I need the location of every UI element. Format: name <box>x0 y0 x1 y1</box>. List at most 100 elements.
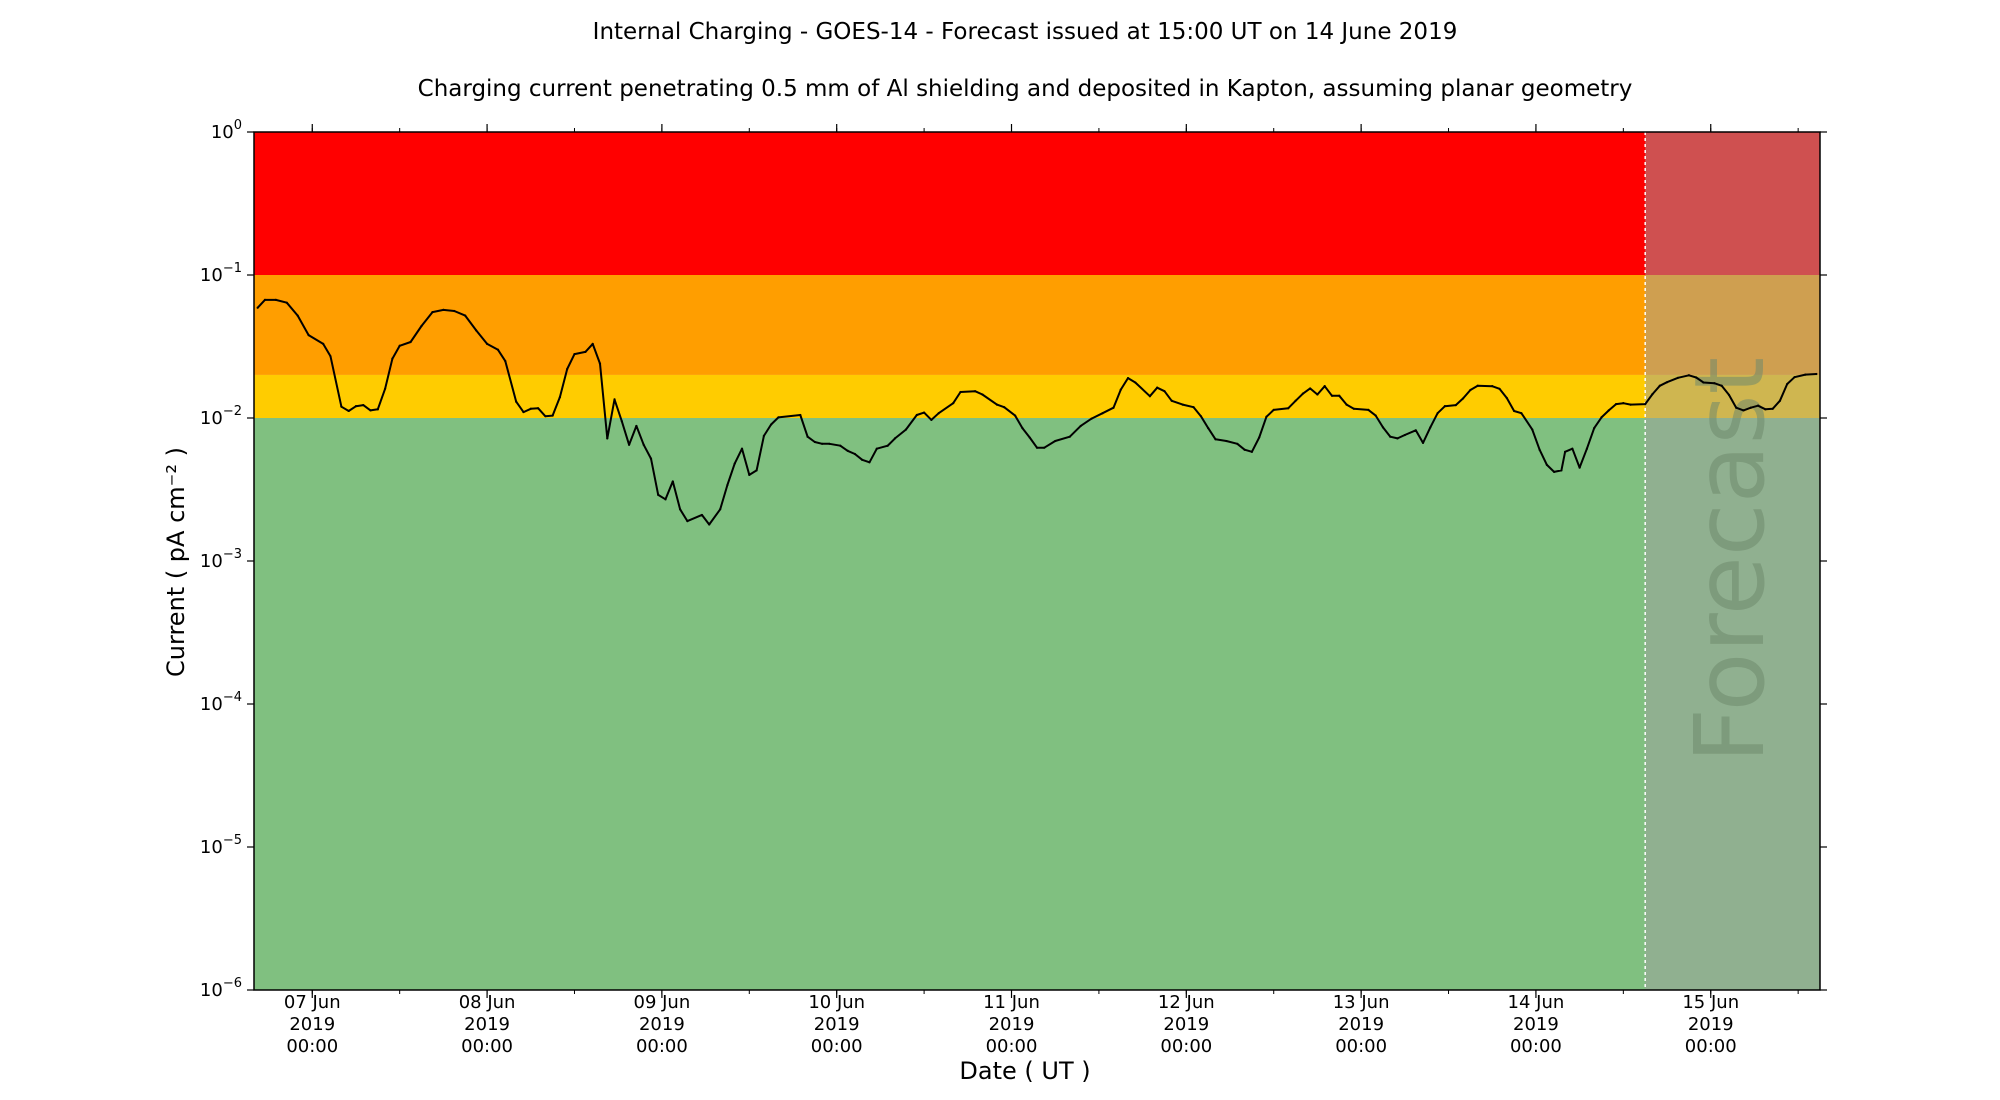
data-point <box>598 362 602 365</box>
data-point <box>923 411 926 414</box>
data-point <box>1079 424 1082 428</box>
data-point <box>409 340 412 344</box>
x-tick-label: 09 Jun <box>634 992 691 1013</box>
data-point <box>1028 436 1031 439</box>
data-point <box>398 344 401 347</box>
data-point <box>263 298 267 301</box>
data-point <box>1330 394 1334 397</box>
y-axis-label: Current ( pA cm⁻² ) <box>162 447 190 677</box>
data-point <box>1250 450 1253 453</box>
data-point <box>853 452 857 456</box>
x-tick-label: 10 Jun <box>808 992 865 1013</box>
data-point <box>558 396 562 399</box>
data-point <box>1804 373 1807 376</box>
severity-band-1 <box>254 275 1820 375</box>
data-point <box>1126 377 1130 380</box>
data-point <box>1207 426 1210 430</box>
data-point <box>799 413 802 417</box>
data-point <box>384 387 387 390</box>
data-point <box>1461 397 1465 400</box>
data-point <box>274 298 277 301</box>
data-point <box>591 342 594 345</box>
data-point <box>1381 426 1385 429</box>
data-point <box>1563 450 1567 453</box>
data-point <box>1756 404 1760 407</box>
data-point <box>1644 403 1647 406</box>
data-point <box>995 403 999 406</box>
data-point <box>1560 469 1563 472</box>
data-point <box>1695 376 1698 379</box>
data-point <box>1593 426 1596 430</box>
data-point <box>981 393 984 396</box>
data-point <box>1294 399 1297 402</box>
data-point <box>1403 433 1406 437</box>
data-point <box>1742 409 1745 412</box>
data-point <box>431 311 434 314</box>
x-tick-label: 00:00 <box>636 1036 688 1057</box>
data-point <box>1786 382 1789 386</box>
data-point <box>1243 448 1246 451</box>
data-point <box>1498 387 1501 390</box>
data-point <box>1021 426 1024 430</box>
data-point <box>1389 435 1392 438</box>
data-point <box>628 443 631 446</box>
data-point <box>1778 399 1782 402</box>
data-point <box>1367 408 1370 411</box>
data-point <box>256 306 259 309</box>
data-point <box>959 390 962 394</box>
data-point <box>657 493 660 496</box>
data-point <box>1225 439 1228 443</box>
data-point <box>584 350 587 353</box>
y-tick-label: 10−5 <box>200 833 242 858</box>
data-point <box>1469 388 1472 392</box>
data-point <box>1287 407 1290 410</box>
data-point <box>1545 463 1548 466</box>
data-point <box>1258 436 1261 439</box>
data-point <box>1112 406 1115 409</box>
data-point <box>1607 409 1610 412</box>
y-tick-label: 10−4 <box>200 690 242 715</box>
data-point <box>551 414 554 417</box>
data-point <box>846 449 849 452</box>
data-point <box>1199 415 1202 418</box>
data-point <box>1443 405 1446 408</box>
data-point <box>1436 412 1439 415</box>
x-tick-label: 00:00 <box>1160 1036 1212 1057</box>
data-point <box>1414 429 1417 432</box>
data-point <box>296 314 299 317</box>
data-point <box>904 428 907 431</box>
data-point <box>1192 406 1195 409</box>
data-point <box>1309 387 1312 390</box>
data-point <box>1352 407 1355 410</box>
data-point <box>606 437 609 440</box>
data-point <box>1454 404 1457 407</box>
chart-title: Internal Charging - GOES-14 - Forecast i… <box>593 19 1458 45</box>
data-point <box>839 444 842 447</box>
data-point <box>322 342 325 345</box>
data-point <box>1338 394 1341 397</box>
data-point <box>1272 408 1275 411</box>
x-tick-label: 00:00 <box>286 1036 338 1057</box>
data-point <box>828 442 831 445</box>
x-tick-label: 2019 <box>814 1014 860 1035</box>
data-point <box>1727 393 1731 397</box>
severity-band-3 <box>254 418 1820 990</box>
x-tick-label: 00:00 <box>1510 1036 1562 1057</box>
data-point <box>1735 406 1738 409</box>
data-point <box>1702 381 1705 384</box>
data-point <box>642 443 645 446</box>
data-point <box>1815 372 1818 376</box>
x-tick-label: 2019 <box>1338 1014 1384 1035</box>
data-point <box>1156 386 1159 389</box>
data-point <box>329 355 332 358</box>
data-point <box>1571 447 1574 450</box>
x-tick-label: 00:00 <box>1685 1036 1737 1057</box>
data-point <box>1531 428 1534 431</box>
y-tick-label: 10−2 <box>200 404 242 429</box>
data-point <box>369 409 372 412</box>
data-point <box>1374 414 1377 417</box>
data-point <box>915 413 918 417</box>
data-point <box>285 301 288 304</box>
data-point <box>1068 435 1071 438</box>
